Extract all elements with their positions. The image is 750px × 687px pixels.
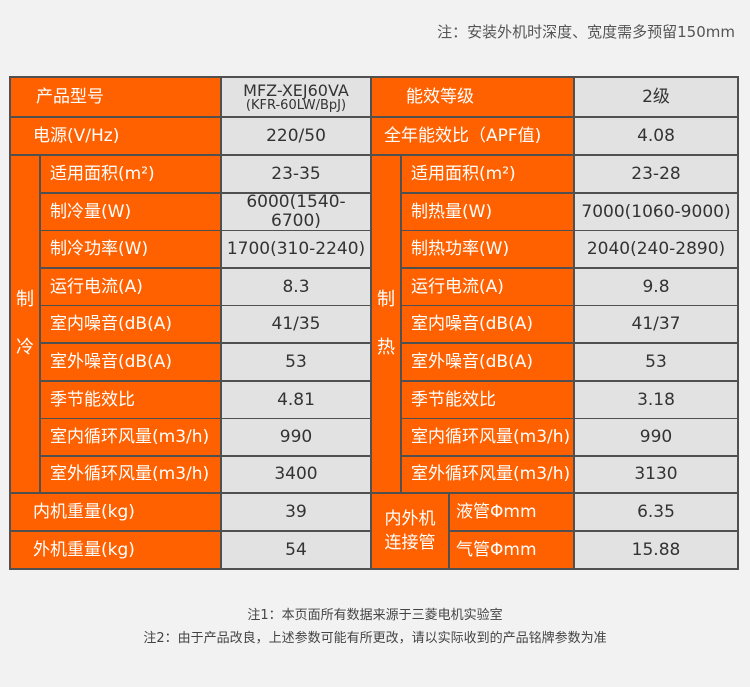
heating-area-value: 23-28: [575, 156, 737, 192]
cooling-area-value: 23-35: [222, 156, 370, 192]
cooling-indoor-noise-value: 41/35: [222, 306, 370, 342]
spec-table: 产品型号 MFZ-XEJ60VA (KFR-60LW/BpJ) 能效等级 2级 …: [9, 76, 739, 570]
gas-pipe-label: 气管Φmm: [450, 532, 573, 568]
heating-outdoor-airflow-value: 3130: [575, 457, 737, 492]
heating-outdoor-airflow-label: 室外循环风量(m3/h): [402, 457, 573, 492]
cooling-indoor-airflow-value: 990: [222, 419, 370, 455]
liquid-pipe-label: 液管Φmm: [450, 494, 573, 530]
heating-seer-value: 3.18: [575, 382, 737, 418]
heating-indoor-noise-label: 室内噪音(dB(A): [402, 306, 573, 342]
pipe-section-title: 内外机 连接管: [372, 494, 448, 568]
cooling-outdoor-airflow-label: 室外循环风量(m3/h): [41, 457, 220, 492]
apf-label: 全年能效比（APF值): [372, 118, 573, 154]
indoor-weight-value: 39: [222, 494, 370, 530]
cooling-power-label: 制冷功率(W): [41, 231, 220, 267]
cooling-current-label: 运行电流(A): [41, 269, 220, 305]
cooling-power-value: 1700(310-2240): [222, 231, 370, 267]
indoor-weight-label: 内机重量(kg): [11, 494, 220, 530]
outdoor-weight-label: 外机重量(kg): [11, 532, 220, 568]
cooling-seer-label: 季节能效比: [41, 382, 220, 418]
cooling-capacity-label: 制冷量(W): [41, 194, 220, 230]
cooling-outdoor-noise-value: 53: [222, 344, 370, 380]
heating-section-title: 制热: [372, 156, 400, 492]
heating-capacity-value: 7000(1060-9000): [575, 194, 737, 230]
heating-power-value: 2040(240-2890): [575, 231, 737, 267]
heating-power-label: 制热功率(W): [402, 231, 573, 267]
heating-indoor-noise-value: 41/37: [575, 306, 737, 342]
heating-indoor-airflow-value: 990: [575, 419, 737, 455]
cooling-outdoor-noise-label: 室外噪音(dB(A): [41, 344, 220, 380]
cooling-section-title: 制冷: [11, 156, 39, 492]
cooling-outdoor-airflow-value: 3400: [222, 457, 370, 492]
cooling-seer-value: 4.81: [222, 382, 370, 418]
heating-outdoor-noise-value: 53: [575, 344, 737, 380]
footnote-2: 注2：由于产品改良，上述参数可能有所更改，请以实际收到的产品铭牌参数为准: [143, 631, 607, 646]
liquid-pipe-value: 6.35: [575, 494, 737, 530]
model-code: (KFR-60LW/BpJ): [245, 97, 347, 113]
outdoor-weight-value: 54: [222, 532, 370, 568]
heating-current-value: 9.8: [575, 269, 737, 305]
energy-grade-value: 2级: [575, 78, 737, 116]
heating-seer-label: 季节能效比: [402, 382, 573, 418]
model-number: MFZ-XEJ60VA: [243, 80, 349, 100]
installation-note: 注：安装外机时深度、宽度需多预留150mm: [437, 23, 735, 41]
cooling-current-value: 8.3: [222, 269, 370, 305]
energy-grade-label: 能效等级: [372, 78, 573, 116]
gas-pipe-value: 15.88: [575, 532, 737, 568]
heating-outdoor-noise-label: 室外噪音(dB(A): [402, 344, 573, 380]
cooling-area-label: 适用面积(m²): [41, 156, 220, 192]
power-value: 220/50: [222, 118, 370, 154]
heating-current-label: 运行电流(A): [402, 269, 573, 305]
cooling-indoor-noise-label: 室内噪音(dB(A): [41, 306, 220, 342]
power-label: 电源(V/Hz): [11, 118, 220, 154]
model-label: 产品型号: [11, 78, 220, 116]
heating-indoor-airflow-label: 室内循环风量(m3/h): [402, 419, 573, 455]
heating-area-label: 适用面积(m²): [402, 156, 573, 192]
footnote-1: 注1：本页面所有数据来源于三菱电机实验室: [247, 608, 503, 623]
apf-value: 4.08: [575, 118, 737, 154]
cooling-capacity-value: 6000(1540-6700): [222, 193, 370, 230]
heating-capacity-label: 制热量(W): [402, 194, 573, 230]
cooling-indoor-airflow-label: 室内循环风量(m3/h): [41, 419, 220, 455]
model-value: MFZ-XEJ60VA (KFR-60LW/BpJ): [222, 78, 370, 116]
